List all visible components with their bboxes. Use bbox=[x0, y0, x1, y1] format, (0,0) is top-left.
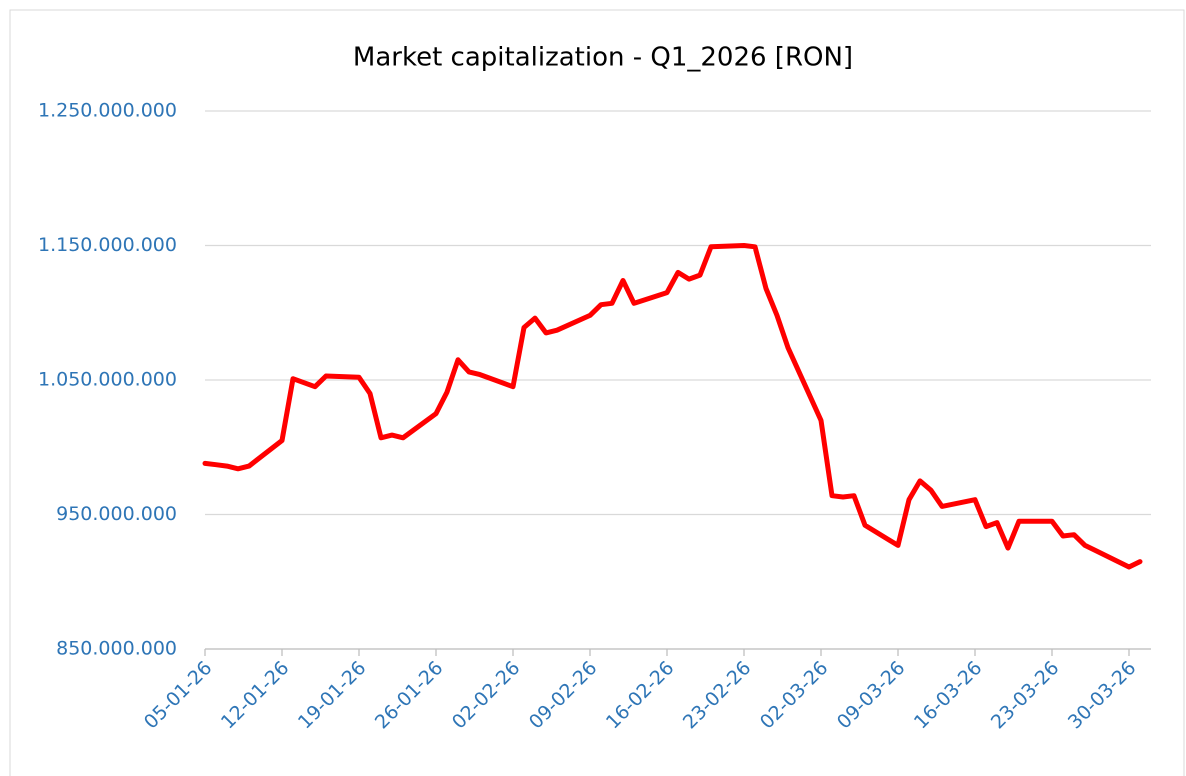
y-tick-label: 1.150.000.000 bbox=[38, 234, 177, 256]
y-tick-label: 950.000.000 bbox=[56, 503, 177, 525]
y-tick-label: 850.000.000 bbox=[56, 638, 177, 660]
y-tick-label: 1.050.000.000 bbox=[38, 369, 177, 391]
chart-border bbox=[9, 9, 1185, 776]
y-tick-label: 1.250.000.000 bbox=[38, 100, 177, 122]
chart-title: Market capitalization - Q1_2026 [RON] bbox=[353, 43, 853, 73]
data-line bbox=[202, 243, 1143, 570]
